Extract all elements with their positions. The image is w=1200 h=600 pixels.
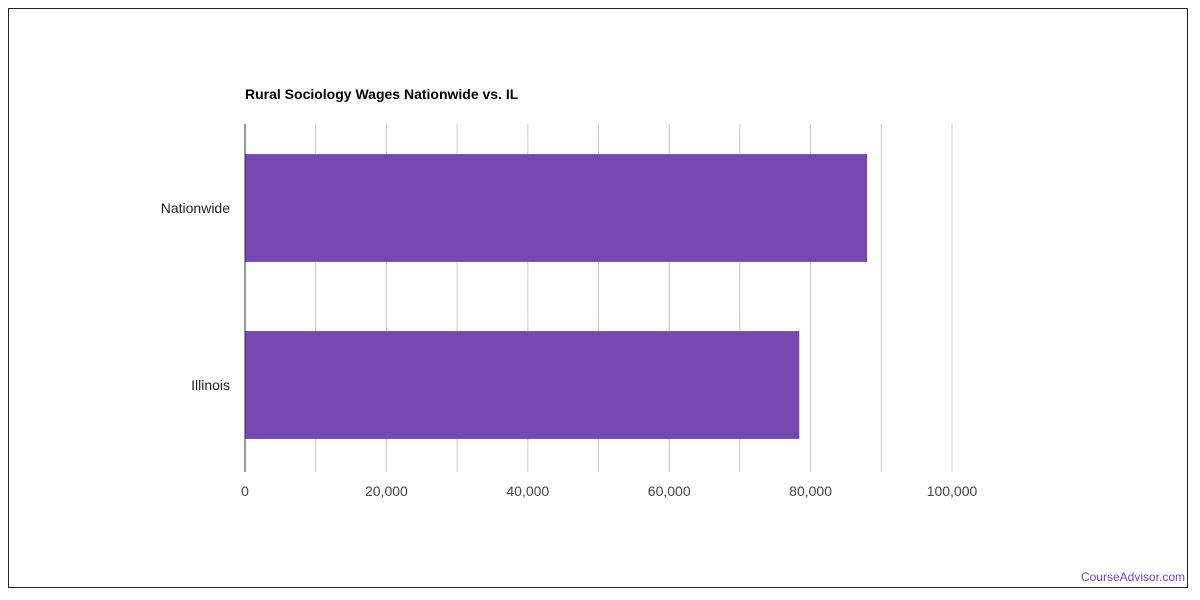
x-tick-label: 60,000 [648, 483, 691, 499]
category-label: Nationwide [161, 200, 230, 216]
brand-label[interactable]: CourseAdvisor.com [1080, 570, 1185, 584]
labels: Nationwide Illinois 0 20,000 40,000 60,000 80,… [161, 200, 978, 499]
x-tick-label: 40,000 [506, 483, 549, 499]
category-label: Illinois [191, 377, 230, 393]
bar-illinois [245, 331, 800, 439]
x-tick-label: 100,000 [927, 483, 978, 499]
x-tick-label: 80,000 [789, 483, 832, 499]
bars [245, 154, 868, 439]
x-tick-label: 20,000 [365, 483, 408, 499]
chart-title: Rural Sociology Wages Nationwide vs. IL [245, 86, 519, 102]
x-tick-label: 0 [241, 483, 249, 499]
bar-nationwide [245, 154, 868, 262]
